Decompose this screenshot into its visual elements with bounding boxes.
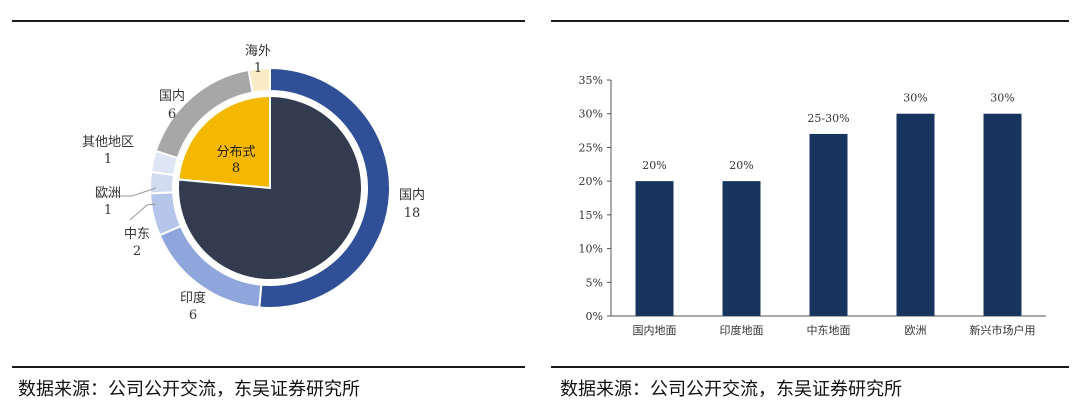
bar-value-label-2: 25-30% xyxy=(807,112,849,125)
x-category-label-4: 新兴市场户用 xyxy=(970,323,1036,337)
label-outer-india-value: 6 xyxy=(189,308,197,323)
y-tick-label-0: 0% xyxy=(586,310,603,323)
y-tick-label-4: 20% xyxy=(579,175,603,188)
bar-value-label-0: 20% xyxy=(642,159,666,172)
bar-y-axis-ticks: 0% 5% 10% 15% 20% 25% 30% 35% xyxy=(579,74,611,323)
bottom-rule-right xyxy=(551,366,1069,368)
y-tick-label-7: 35% xyxy=(579,74,603,87)
bar-value-label-1: 20% xyxy=(729,159,753,172)
donut-chart: 分布式 8 国内 18 印度 6 中东 2 欧洲 1 其他地区 1 国内 6 海… xyxy=(82,44,425,323)
top-rule-right xyxy=(551,20,1069,22)
label-outer-other-value: 1 xyxy=(104,152,112,167)
label-outer-middle-east: 中东 xyxy=(124,227,150,242)
top-rule-left xyxy=(12,20,525,22)
label-outer-middle-east-value: 2 xyxy=(133,244,141,259)
label-inner-distributed: 分布式 xyxy=(216,145,255,160)
bar-0 xyxy=(635,181,674,316)
bar-3 xyxy=(896,113,935,316)
y-tick-label-2: 10% xyxy=(579,243,603,256)
label-outer-india: 印度 xyxy=(180,290,206,306)
outer-slice-6 xyxy=(247,66,271,94)
donut-inner-pie xyxy=(177,94,363,281)
inner-slice-1 xyxy=(177,94,363,281)
leader-line-europe xyxy=(129,203,157,221)
bar-4 xyxy=(983,113,1022,316)
label-outer-other: 其他地区 xyxy=(82,135,134,150)
donut-leader-lines xyxy=(98,187,157,221)
x-category-label-0: 国内地面 xyxy=(633,323,677,337)
label-inner-distributed-value: 8 xyxy=(232,161,240,176)
y-tick-label-3: 15% xyxy=(579,209,603,222)
bar-x-labels: 国内地面 印度地面 中东地面 欧洲 新兴市场户用 xyxy=(633,323,1036,337)
label-outer-overseas: 海外 xyxy=(245,44,271,59)
y-tick-label-1: 5% xyxy=(586,276,603,289)
x-category-label-2: 中东地面 xyxy=(807,324,851,337)
bar-2 xyxy=(809,133,848,316)
y-tick-label-6: 30% xyxy=(579,108,603,121)
x-category-label-1: 印度地面 xyxy=(720,323,764,337)
x-category-label-3: 欧洲 xyxy=(905,324,927,337)
data-source-right: 数据来源：公司公开交流，东吴证券研究所 xyxy=(560,379,902,400)
label-outer-domestic-18: 国内 xyxy=(399,187,425,203)
label-outer-europe-value: 1 xyxy=(104,203,112,218)
label-outer-europe: 欧洲 xyxy=(95,186,121,201)
bar-value-labels: 20% 20% 25-30% 30% 30% xyxy=(642,92,1014,172)
y-tick-label-5: 25% xyxy=(579,141,603,154)
label-outer-overseas-value: 1 xyxy=(254,61,262,76)
label-outer-domestic-6-value: 6 xyxy=(168,107,176,122)
leader-line-other xyxy=(98,187,157,197)
bottom-rule-left xyxy=(12,366,525,368)
inner-slice-0 xyxy=(177,94,271,190)
bar-value-label-3: 30% xyxy=(903,92,927,105)
label-outer-domestic-6: 国内 xyxy=(159,88,185,104)
bar-value-label-4: 30% xyxy=(990,92,1014,105)
bar-marks xyxy=(635,113,1022,316)
bar-1 xyxy=(722,181,761,316)
data-source-left: 数据来源：公司公开交流，东吴证券研究所 xyxy=(18,379,360,400)
label-outer-domestic-18-value: 18 xyxy=(404,206,421,221)
donut-outer-ring xyxy=(149,66,391,309)
outer-slice-2 xyxy=(149,191,183,237)
bar-chart: 0% 5% 10% 15% 20% 25% 30% 35% 20% 20% 25-30% 30% 30… xyxy=(579,74,1046,337)
